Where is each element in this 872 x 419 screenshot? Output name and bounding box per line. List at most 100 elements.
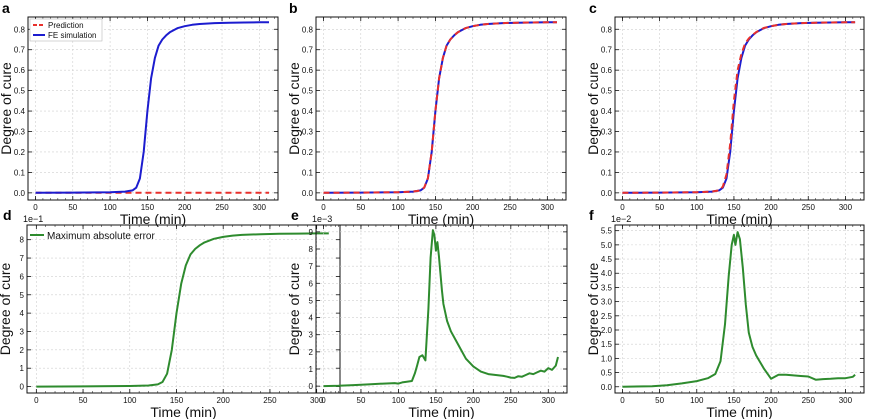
x-axis-label: Time (min) <box>408 211 474 227</box>
x-tick-label: 0 <box>321 396 326 405</box>
y-tick-label: 0.4 <box>14 107 26 116</box>
legend-box <box>29 18 103 42</box>
y-tick-label: 0.3 <box>14 128 26 137</box>
x-tick-label: 50 <box>79 396 88 405</box>
y-tick-label: 6 <box>20 272 25 281</box>
offset-multiplier: 1e−1 <box>23 214 43 224</box>
x-tick-label: 250 <box>802 203 816 212</box>
x-axis-label: Time (min) <box>706 211 772 227</box>
y-tick-label: 2 <box>309 348 314 357</box>
panel-label: a <box>2 0 10 16</box>
y-tick-label: 1.0 <box>601 354 613 363</box>
panel-c: 0 50 100 150 200 250 300 0.0 0.1 0.2 0.3 0.4 0.5 0.6 0… <box>585 0 865 227</box>
y-tick-label: 0.2 <box>302 148 314 157</box>
axes-frame <box>26 224 341 394</box>
x-tick-label: 50 <box>655 396 664 405</box>
x-tick-label: 300 <box>253 203 267 212</box>
x-tick-label: 150 <box>170 396 184 405</box>
x-tick-label: 150 <box>727 203 741 212</box>
x-axis-label: Time (min) <box>408 404 474 419</box>
series-line-fe-simulation <box>323 21 557 194</box>
y-tick-label: 0.3 <box>302 128 314 137</box>
series-line-prediction <box>323 21 557 194</box>
axes-frame <box>315 224 568 394</box>
x-tick-label: 100 <box>103 203 117 212</box>
y-axis-label: Degree of cure <box>0 262 13 355</box>
x-tick-label: 0 <box>321 203 326 212</box>
y-tick-label: 1 <box>309 365 314 374</box>
y-tick-label: 0.0 <box>14 189 26 198</box>
x-tick-label: 250 <box>215 203 229 212</box>
y-tick-label: 5.0 <box>601 241 613 250</box>
y-tick-label: 0.2 <box>601 148 613 157</box>
legend-label: Maximum absolute error <box>47 231 155 242</box>
y-tick-label: 8 <box>20 236 25 245</box>
y-tick-label: 0.8 <box>302 25 314 34</box>
y-tick-label: 0.7 <box>601 46 613 55</box>
y-tick-label: 0.4 <box>601 107 613 116</box>
y-tick-label: 3 <box>20 327 25 336</box>
y-tick-label: 4 <box>309 314 314 323</box>
panel-label: f <box>589 207 594 223</box>
x-tick-label: 100 <box>391 203 405 212</box>
y-tick-label: 5 <box>309 296 314 305</box>
y-tick-label: 0.1 <box>302 168 314 177</box>
x-axis-label: Time (min) <box>150 404 216 419</box>
series-line-maximum-absolute-error <box>622 231 856 388</box>
panel-label: c <box>589 0 597 16</box>
y-tick-label: 3.5 <box>601 283 613 292</box>
y-tick-label: 0.1 <box>14 168 26 177</box>
x-tick-label: 0 <box>620 203 625 212</box>
y-tick-label: 4 <box>20 309 25 318</box>
series-line-fe-simulation <box>35 21 269 194</box>
y-tick-label: 0.0 <box>601 383 613 392</box>
y-tick-label: 2.0 <box>601 326 613 335</box>
offset-multiplier: 1e−2 <box>611 214 631 224</box>
y-axis-label: Degree of cure <box>585 262 601 355</box>
x-axis-label: Time (min) <box>706 404 772 419</box>
x-tick-label: 200 <box>467 396 481 405</box>
x-tick-label: 200 <box>764 396 778 405</box>
y-tick-label: 0.3 <box>601 128 613 137</box>
y-tick-label: 0.8 <box>14 25 26 34</box>
x-tick-label: 200 <box>466 203 480 212</box>
y-tick-label: 0.7 <box>14 46 26 55</box>
x-tick-label: 50 <box>655 203 664 212</box>
axes-frame <box>614 224 865 394</box>
y-axis-label: Degree of cure <box>286 262 302 355</box>
legend-label: Prediction <box>48 21 84 30</box>
x-tick-label: 250 <box>802 396 816 405</box>
legend-label: FE simulation <box>48 31 96 40</box>
series-line-prediction <box>622 21 856 194</box>
y-tick-label: 1.5 <box>601 340 613 349</box>
y-tick-label: 0.7 <box>302 46 314 55</box>
axes-frame <box>614 16 865 201</box>
x-tick-label: 250 <box>504 396 518 405</box>
axes-frame <box>315 16 567 201</box>
y-tick-label: 4.0 <box>601 269 613 278</box>
x-tick-label: 250 <box>503 203 517 212</box>
y-tick-label: 0 <box>309 382 314 391</box>
x-tick-label: 300 <box>310 396 324 405</box>
x-tick-label: 150 <box>727 396 741 405</box>
x-tick-label: 50 <box>68 203 77 212</box>
y-tick-label: 0.5 <box>302 87 314 96</box>
y-tick-label: 0.8 <box>601 25 613 34</box>
series-line-fe-simulation <box>622 21 856 194</box>
y-tick-label: 0 <box>20 383 25 392</box>
y-tick-label: 0.0 <box>302 189 314 198</box>
y-tick-label: 5.5 <box>601 227 613 236</box>
x-tick-label: 100 <box>690 203 704 212</box>
panel-label: b <box>289 0 298 16</box>
x-tick-label: 50 <box>357 396 366 405</box>
x-tick-label: 150 <box>429 396 443 405</box>
x-tick-label: 150 <box>429 203 443 212</box>
y-axis-label: Degree of cure <box>585 62 601 155</box>
panel-b: 0 50 100 150 200 250 300 0.0 0.1 0.2 0.3 0.4 0.5 0.6 0… <box>286 0 567 227</box>
axes-frame <box>27 16 279 201</box>
x-tick-label: 150 <box>141 203 155 212</box>
x-tick-label: 200 <box>217 396 231 405</box>
